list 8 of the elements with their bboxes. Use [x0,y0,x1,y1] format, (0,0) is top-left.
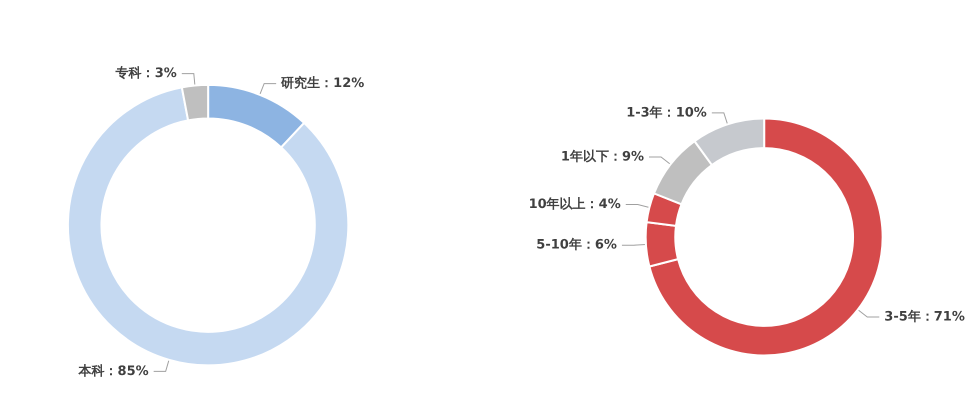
slice-label: 专科：3% [114,65,177,82]
slice-label: 研究生：12% [280,75,364,92]
slice-label: 3-5年：71% [884,309,965,324]
slice-label: 本科：85% [78,364,149,379]
slice-label: 5-10年：6% [536,238,617,253]
slice-label: 1-3年：10% [626,105,707,120]
slice-label: 1年以下：9% [560,150,644,165]
slice-label: 10年以上：4% [528,197,621,212]
